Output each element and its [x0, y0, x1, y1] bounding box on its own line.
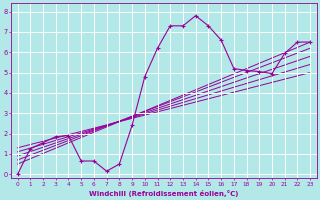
- X-axis label: Windchill (Refroidissement éolien,°C): Windchill (Refroidissement éolien,°C): [89, 190, 238, 197]
